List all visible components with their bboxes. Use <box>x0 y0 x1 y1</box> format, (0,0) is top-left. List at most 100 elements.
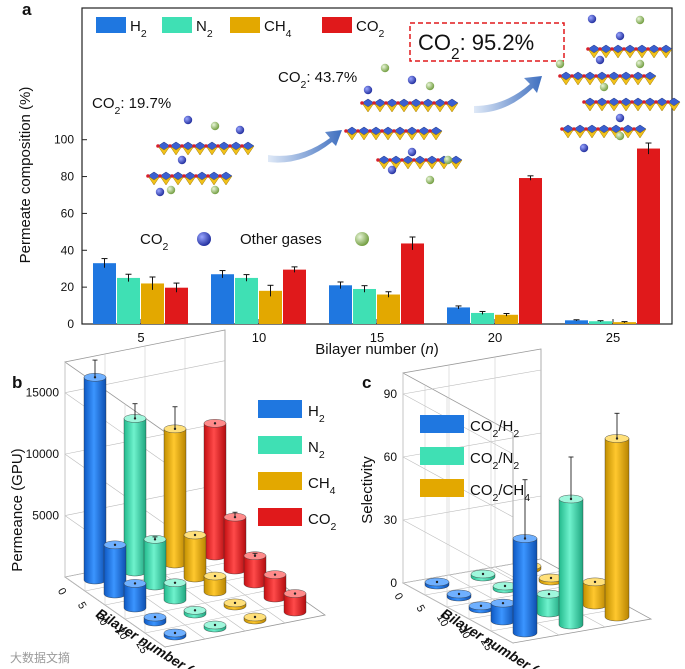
membrane-atom <box>146 174 150 178</box>
membrane-atom <box>618 100 622 104</box>
membrane-atom <box>380 129 384 133</box>
bar-h2-n10 <box>123 579 147 613</box>
membrane-atom <box>396 101 400 105</box>
membrane-atom <box>168 144 172 148</box>
membrane-atom <box>642 74 646 78</box>
bar-h2-n25 <box>565 320 588 324</box>
bar-marker <box>193 609 197 612</box>
gas-molecule <box>635 15 645 25</box>
membrane-atom <box>620 127 624 131</box>
gas-molecule <box>425 175 435 185</box>
bar-marker <box>133 582 137 585</box>
membrane-atom <box>560 127 564 131</box>
bar-ch4-n25 <box>243 612 267 625</box>
bar-marker <box>233 601 237 605</box>
gas-molecule <box>380 63 390 73</box>
x-tick-label-a: 25 <box>606 330 620 345</box>
legend-label-co2-ch4: CO2/CH4 <box>470 482 530 504</box>
legend-swatch-co2 <box>322 17 352 33</box>
legend-label-co2: CO2 <box>308 511 337 533</box>
membrane-atom <box>596 127 600 131</box>
bar-co2-n25 <box>283 589 307 617</box>
bar-body <box>223 516 247 575</box>
membrane-unit <box>241 145 255 156</box>
other-gases-label: Other gases <box>240 231 322 248</box>
x-tick-label: 20 <box>456 624 473 641</box>
y-tick-label-a: 80 <box>61 170 75 184</box>
membrane-atom <box>206 174 210 178</box>
x-tick-label: 0 <box>391 591 404 602</box>
bar-co2-n2-n25 <box>558 456 584 630</box>
bar-body <box>143 539 167 591</box>
bar-co2-n20 <box>263 570 287 603</box>
membrane-atom <box>594 74 598 78</box>
membrane-atom <box>388 158 392 162</box>
bar-marker <box>549 576 553 580</box>
gas-molecule <box>210 185 220 195</box>
gas-molecule <box>210 121 220 131</box>
membrane-atom <box>558 74 562 78</box>
bar-co2-ch4-n25 <box>604 412 630 622</box>
gas-molecule <box>615 131 625 141</box>
bar-h2-n10 <box>211 274 234 324</box>
legend-swatch-co2-h2 <box>420 415 464 433</box>
legend-label-ch4: CH4 <box>264 18 292 40</box>
membrane-unit <box>633 128 647 139</box>
legend-swatch-ch4 <box>258 472 302 490</box>
x-tick-label: 25 <box>478 636 495 653</box>
bars-b <box>83 359 307 641</box>
bar-marker <box>173 581 177 584</box>
annotation-co2-n15: CO2: 43.7% <box>278 69 357 91</box>
bar-h2-n5 <box>93 263 116 324</box>
bar-marker <box>213 422 217 425</box>
membrane-atom <box>658 47 662 51</box>
membrane-atom <box>218 174 222 178</box>
gas-molecule <box>443 155 453 165</box>
membrane-unit <box>445 102 459 113</box>
wall-gridline <box>402 495 542 521</box>
membrane-atom <box>344 129 348 133</box>
bar-co2-h2-n20 <box>490 598 516 626</box>
bar-marker <box>173 631 177 635</box>
wall-gridline <box>64 453 166 525</box>
bar-n2-n20 <box>183 606 207 619</box>
legend-c: CO2/H2 CO2/N2 CO2/CH4 <box>420 415 530 504</box>
z-tick-label: 10000 <box>26 447 60 461</box>
transition-arrow-1 <box>268 130 342 163</box>
membrane-atom <box>240 144 244 148</box>
z-tick-label: 90 <box>384 387 398 401</box>
legend-swatch-n2 <box>162 17 192 33</box>
membrane-illustrations <box>146 14 681 197</box>
legend-a: H2 N2 CH4 CO2 <box>96 17 385 40</box>
membrane-atom <box>194 174 198 178</box>
bar-body <box>103 544 127 599</box>
bar-ch4-n20 <box>223 598 247 611</box>
co2-molecule <box>363 85 373 95</box>
membrane-layer <box>582 97 681 112</box>
co2-molecule-icon <box>197 232 211 246</box>
membrane-atom <box>666 100 670 104</box>
membrane-layer <box>560 124 647 139</box>
bar-body <box>163 582 187 605</box>
legend-label-n2: N2 <box>196 18 213 40</box>
membrane-layer <box>586 44 673 59</box>
bar-marker <box>501 601 505 605</box>
legend-label-co2-h2: CO2/H2 <box>470 418 519 440</box>
membrane-atom <box>610 47 614 51</box>
bar-co2-n0 <box>203 419 227 561</box>
co2-molecule <box>177 155 187 165</box>
membrane-atom <box>606 74 610 78</box>
membrane-atom <box>158 174 162 178</box>
membrane-atom <box>228 144 232 148</box>
membrane-atom <box>436 158 440 162</box>
legend-b: H2 N2 CH4 CO2 <box>258 400 337 533</box>
bar-body <box>123 418 147 577</box>
bar-co2-n2-n0 <box>470 569 496 582</box>
bar-marker <box>457 592 461 596</box>
y-axis-a: 0 20 40 60 80 100 <box>54 133 87 331</box>
bar-marker <box>253 615 257 619</box>
membrane-atom <box>356 129 360 133</box>
